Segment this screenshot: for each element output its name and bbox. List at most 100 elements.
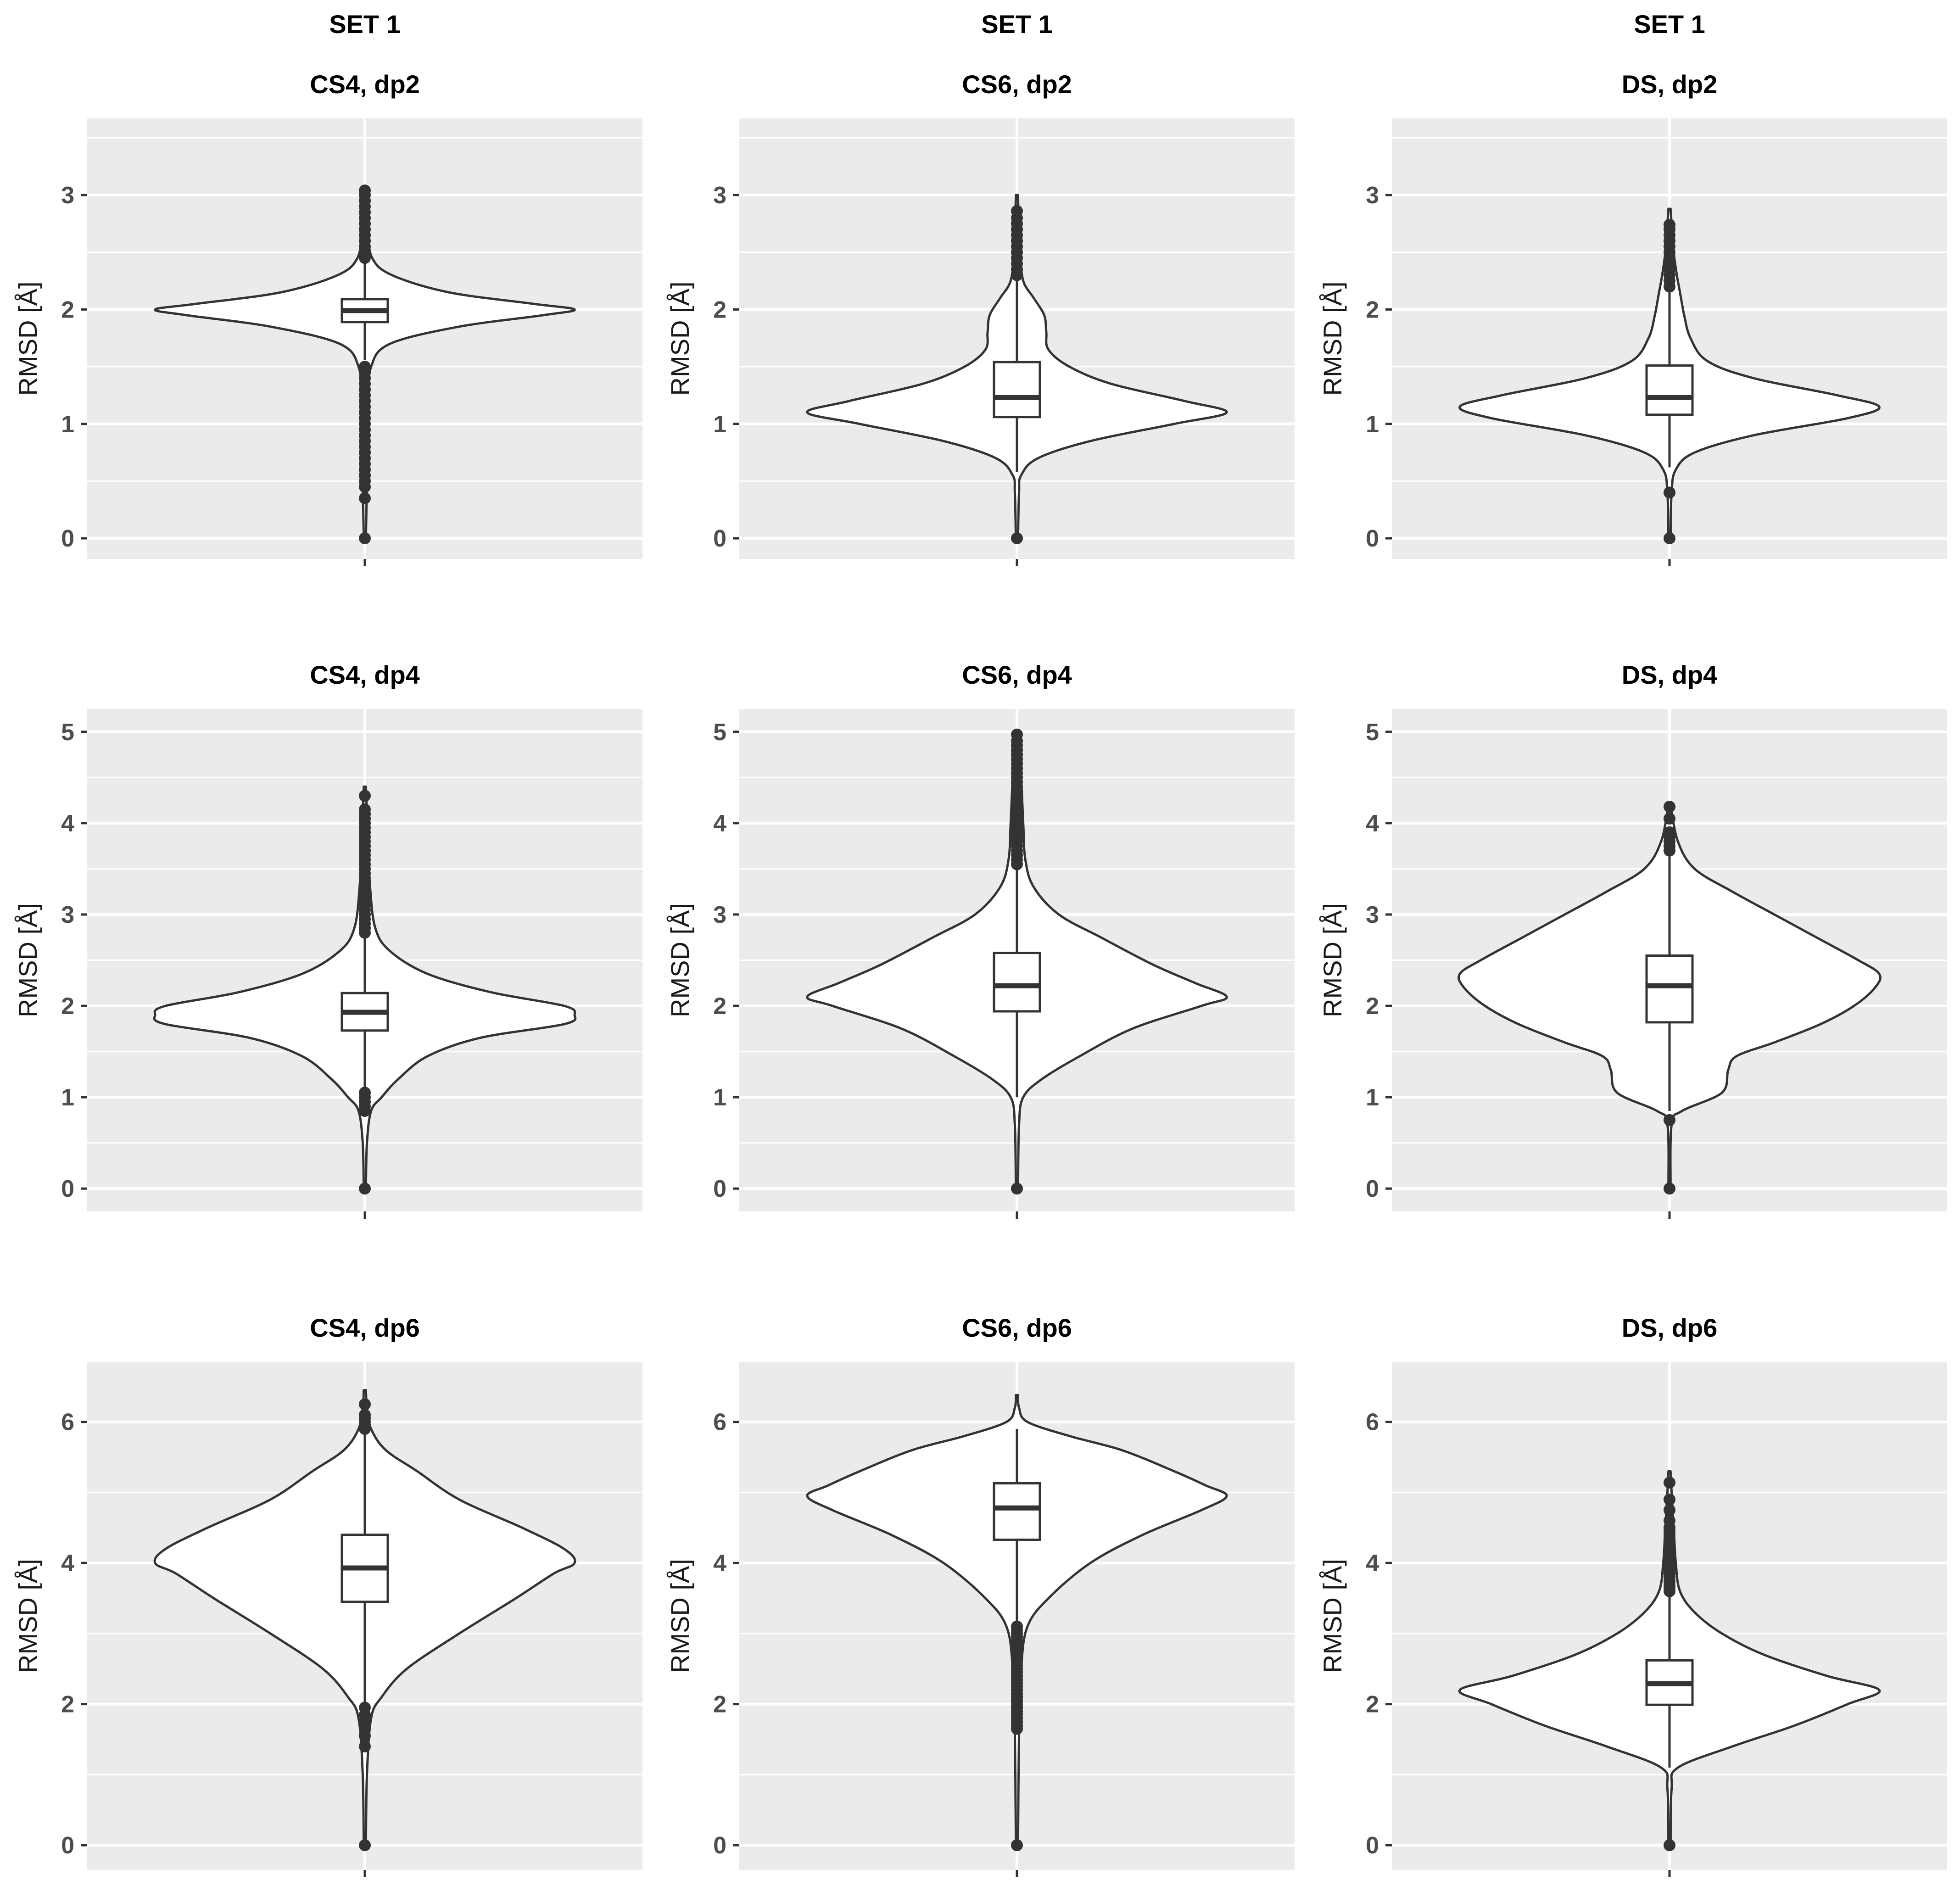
outlier-point [1664, 801, 1675, 813]
outlier-point [359, 1183, 371, 1195]
y-tick-label: 2 [713, 993, 726, 1020]
panel-8: 0 2 4 6 CS6, dp6 RMSD [Å] [665, 1313, 1295, 1877]
y-tick-label: 3 [713, 902, 726, 928]
y-tick-label: 0 [1366, 1832, 1379, 1859]
outlier-point [1011, 1183, 1023, 1195]
y-tick-label: 0 [713, 1832, 726, 1859]
set-title: SET 1 [981, 10, 1053, 39]
y-tick-label: 1 [713, 1084, 726, 1111]
outlier-point [1011, 1620, 1023, 1633]
y-axis-label: RMSD [Å] [1318, 903, 1347, 1017]
outlier-point [1011, 532, 1023, 545]
panel-title: DS, dp6 [1622, 1313, 1717, 1342]
y-tick-label: 1 [1366, 1084, 1379, 1111]
y-axis-label: RMSD [Å] [13, 282, 42, 396]
y-tick-label: 1 [1366, 411, 1379, 438]
y-tick-label: 1 [713, 411, 726, 438]
outlier-point [359, 492, 371, 504]
box-iqr [993, 1482, 1041, 1541]
outlier-point [359, 790, 371, 802]
outlier-point [1664, 1114, 1675, 1126]
panel-6: 0 1 2 3 4 5 DS, dp4 RMSD [Å] [1318, 660, 1947, 1219]
outlier-point [1664, 826, 1675, 838]
outlier-point [1664, 812, 1675, 825]
outlier-point [1664, 1839, 1675, 1852]
outlier-point [1664, 218, 1675, 231]
outlier-point [359, 1839, 371, 1852]
set-title: SET 1 [1634, 10, 1705, 39]
y-tick-label: 0 [1366, 1176, 1379, 1202]
y-tick-label: 2 [1366, 1691, 1379, 1718]
y-tick-label: 4 [713, 1550, 726, 1577]
y-tick-label: 1 [61, 411, 74, 438]
outlier-point [1664, 1514, 1675, 1527]
panel-title: CS4, dp2 [310, 70, 420, 99]
box-iqr [1645, 364, 1694, 416]
outlier-point [359, 1087, 371, 1099]
panel-title: DS, dp2 [1622, 70, 1717, 99]
panel-3: 0 1 2 3 DS, dp2 SET 1 RMSD [Å] [1318, 10, 1947, 566]
y-axis-label: RMSD [Å] [1318, 1559, 1347, 1673]
y-tick-label: 4 [1366, 810, 1379, 837]
y-tick-label: 3 [61, 182, 74, 209]
outlier-point [359, 361, 371, 373]
panel-title: CS6, dp6 [962, 1313, 1072, 1342]
y-tick-label: 6 [61, 1409, 74, 1436]
panel-title: CS6, dp4 [962, 660, 1072, 689]
y-axis-label: RMSD [Å] [13, 903, 42, 1017]
panel-title: DS, dp4 [1622, 660, 1717, 689]
y-tick-label: 4 [1366, 1550, 1379, 1577]
y-tick-label: 3 [1366, 182, 1379, 209]
y-tick-label: 0 [713, 1176, 726, 1202]
outlier-point [1011, 205, 1023, 217]
panel-2: 0 1 2 3 CS6, dp2 SET 1 RMSD [Å] [665, 10, 1295, 566]
panel-title: CS4, dp4 [310, 660, 420, 689]
y-tick-label: 3 [713, 182, 726, 209]
outlier-point [1011, 1839, 1023, 1852]
y-tick-label: 3 [1366, 902, 1379, 928]
y-tick-label: 2 [713, 1691, 726, 1718]
y-tick-label: 0 [61, 525, 74, 552]
y-tick-label: 4 [61, 810, 74, 837]
y-tick-label: 4 [713, 810, 726, 837]
panel-1: 0 1 2 3 CS4, dp2 SET 1 RMSD [Å] [13, 10, 642, 566]
y-tick-label: 2 [713, 296, 726, 323]
y-axis-label: RMSD [Å] [13, 1559, 42, 1673]
y-tick-label: 2 [1366, 993, 1379, 1020]
y-axis-label: RMSD [Å] [665, 1559, 694, 1673]
outlier-point [1664, 1476, 1675, 1489]
y-tick-label: 4 [61, 1550, 74, 1577]
outlier-point [359, 1701, 371, 1714]
y-tick-label: 6 [1366, 1409, 1379, 1436]
panel-4: 0 1 2 3 4 5 CS4, dp4 RMSD [Å] [13, 660, 642, 1219]
y-tick-label: 2 [61, 1691, 74, 1718]
panel-title: CS4, dp6 [310, 1313, 420, 1342]
y-axis-label: RMSD [Å] [1318, 282, 1347, 396]
y-tick-label: 5 [713, 719, 726, 746]
outlier-point [359, 532, 371, 545]
y-tick-label: 1 [61, 1084, 74, 1111]
box-iqr [993, 952, 1041, 1013]
y-tick-label: 0 [713, 525, 726, 552]
outlier-point [359, 1740, 371, 1752]
y-tick-label: 5 [61, 719, 74, 746]
outlier-point [1664, 1183, 1675, 1195]
outlier-point [1664, 1493, 1675, 1506]
panel-7: 0 2 4 6 CS4, dp6 RMSD [Å] [13, 1313, 642, 1877]
outlier-point [1011, 728, 1023, 741]
box-iqr [993, 361, 1041, 418]
set-title: SET 1 [329, 10, 401, 39]
y-tick-label: 3 [61, 902, 74, 928]
y-axis-label: RMSD [Å] [665, 903, 694, 1017]
box-iqr [1645, 954, 1694, 1024]
outlier-point [359, 1398, 371, 1411]
outlier-point [1664, 1504, 1675, 1516]
y-tick-label: 2 [1366, 296, 1379, 323]
outlier-point [359, 1409, 371, 1421]
outlier-point [1664, 486, 1675, 499]
y-tick-label: 0 [61, 1176, 74, 1202]
panel-title: CS6, dp2 [962, 70, 1072, 99]
panel-5: 0 1 2 3 4 5 CS6, dp4 RMSD [Å] [665, 660, 1295, 1219]
y-tick-label: 0 [1366, 525, 1379, 552]
